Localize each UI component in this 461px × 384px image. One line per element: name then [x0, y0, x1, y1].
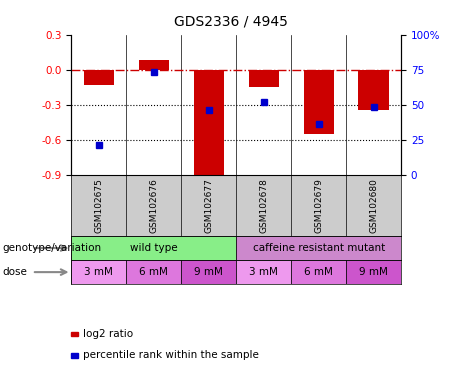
Bar — [346, 260, 401, 284]
Text: 9 mM: 9 mM — [359, 267, 388, 277]
Text: GSM102678: GSM102678 — [259, 178, 268, 233]
Bar — [291, 260, 346, 284]
Text: GSM102677: GSM102677 — [204, 178, 213, 233]
Text: log2 ratio: log2 ratio — [83, 329, 133, 339]
Text: 9 mM: 9 mM — [195, 267, 223, 277]
Text: percentile rank within the sample: percentile rank within the sample — [83, 350, 259, 360]
Text: caffeine resistant mutant: caffeine resistant mutant — [253, 243, 385, 253]
Text: GSM102676: GSM102676 — [149, 178, 159, 233]
Text: GSM102680: GSM102680 — [369, 178, 378, 233]
Bar — [248, 70, 279, 87]
Bar — [126, 260, 181, 284]
Text: 6 mM: 6 mM — [139, 267, 168, 277]
Text: 3 mM: 3 mM — [249, 267, 278, 277]
Bar — [236, 236, 401, 260]
Bar — [194, 70, 224, 177]
Text: genotype/variation: genotype/variation — [2, 243, 101, 253]
Bar — [84, 70, 114, 85]
Text: GSM102679: GSM102679 — [314, 178, 323, 233]
Text: 6 mM: 6 mM — [304, 267, 333, 277]
Bar — [139, 60, 169, 70]
Text: wild type: wild type — [130, 243, 177, 253]
Bar — [236, 260, 291, 284]
Bar — [181, 260, 236, 284]
Bar — [359, 70, 389, 111]
Text: GSM102675: GSM102675 — [95, 178, 103, 233]
Bar — [71, 260, 126, 284]
Text: dose: dose — [2, 267, 27, 277]
Text: 3 mM: 3 mM — [84, 267, 113, 277]
Bar — [71, 236, 236, 260]
Bar — [303, 70, 334, 134]
Text: GDS2336 / 4945: GDS2336 / 4945 — [173, 14, 288, 28]
